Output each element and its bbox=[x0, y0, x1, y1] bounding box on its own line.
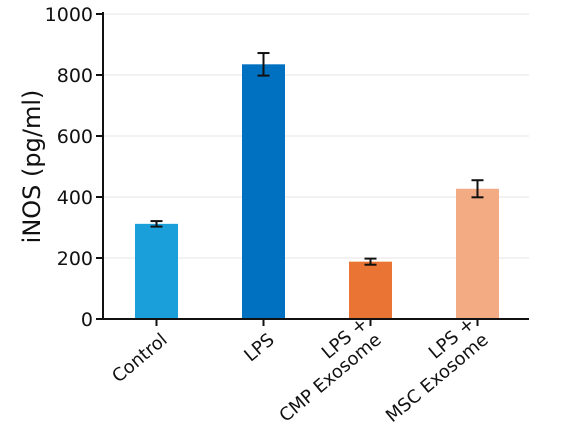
y-tick-label: 1000 bbox=[45, 4, 93, 26]
bar bbox=[135, 223, 178, 319]
error-bar bbox=[257, 52, 270, 77]
error-bar bbox=[471, 179, 484, 199]
y-axis-title: iNOS (pg/ml) bbox=[18, 90, 46, 244]
bar bbox=[242, 64, 285, 319]
y-tick-label: 600 bbox=[57, 126, 93, 148]
y-tick-label: 0 bbox=[81, 309, 93, 331]
x-category-label: LPS +MSC Exosome bbox=[368, 313, 492, 427]
bar bbox=[349, 261, 392, 319]
bar bbox=[456, 188, 499, 319]
x-category-label: LPS bbox=[240, 329, 278, 366]
y-tick-label: 400 bbox=[57, 187, 93, 209]
bars-group bbox=[135, 64, 499, 319]
x-category-label: LPS +CMP Exosome bbox=[262, 313, 386, 426]
error-bars-group bbox=[150, 52, 484, 266]
error-bar bbox=[150, 220, 163, 228]
x-category-label-line: LPS bbox=[240, 329, 278, 366]
y-tick-label: 200 bbox=[57, 248, 93, 270]
y-ticks-group: 0 200 400 600 800 1000 bbox=[45, 4, 103, 331]
error-bar bbox=[364, 257, 377, 266]
x-category-label: Control bbox=[108, 329, 171, 387]
y-tick-label: 800 bbox=[57, 65, 93, 87]
x-category-label-line: Control bbox=[108, 329, 171, 387]
x-labels-group: Control LPS LPS +CMP Exosome LPS +MSC Exoso… bbox=[108, 313, 492, 427]
